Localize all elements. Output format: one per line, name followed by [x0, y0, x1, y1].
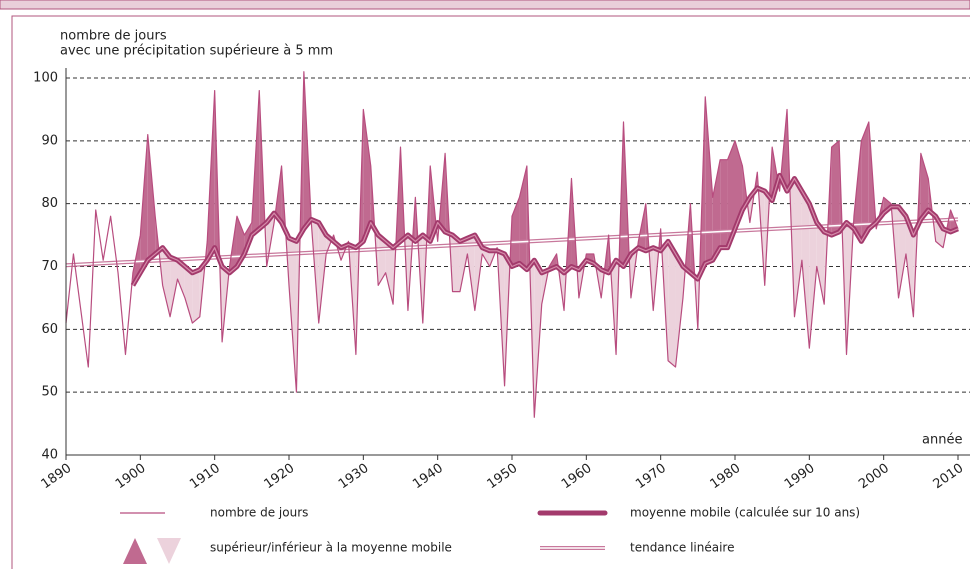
- x-tick-label: 1990: [782, 461, 818, 492]
- deviation-fill: [534, 260, 542, 418]
- moving-average-inner: [132, 174, 959, 286]
- x-tick-label: 2000: [856, 461, 892, 492]
- x-tick-label: 1950: [485, 461, 521, 492]
- x-tick-label: 2010: [931, 461, 967, 492]
- x-tick-label: 1930: [336, 461, 372, 492]
- y-tick-label: 60: [41, 322, 58, 337]
- y-tick-label: 50: [41, 385, 58, 400]
- deviation-fill: [170, 257, 178, 317]
- deviation-fill: [289, 238, 297, 393]
- deviation-fill: [809, 203, 817, 349]
- deviation-fill: [318, 222, 327, 324]
- deviation-fill: [467, 235, 475, 311]
- deviation-fill: [727, 140, 735, 248]
- deviation-fill: [512, 197, 520, 267]
- deviation-fill: [705, 96, 713, 264]
- deviation-fill: [192, 269, 200, 324]
- deviation-fill: [905, 216, 914, 317]
- deviation-fill: [735, 140, 743, 229]
- frame: [11, 15, 970, 569]
- y-title-2: avec une précipitation supérieure à 5 mm: [60, 44, 333, 59]
- x-title: année: [922, 433, 962, 448]
- deviation-fill: [794, 178, 802, 317]
- legend-label: nombre de jours: [210, 506, 308, 520]
- deviation-fill: [140, 134, 148, 273]
- deviation-fill: [147, 134, 156, 261]
- legend-below: [157, 538, 181, 564]
- y-tick-label: 100: [33, 71, 58, 86]
- x-tick-label: 1890: [39, 461, 75, 492]
- x-tick-label: 1960: [559, 461, 595, 492]
- y-tick-label: 40: [41, 448, 58, 463]
- legend-label: moyenne mobile (calculée sur 10 ans): [630, 506, 860, 520]
- legend-label: tendance linéaire: [630, 541, 734, 555]
- deviation-fill: [363, 109, 371, 242]
- x-tick-label: 1910: [187, 461, 223, 492]
- deviation-fill: [898, 206, 906, 298]
- deviation-fill: [861, 121, 869, 242]
- legend-above: [123, 538, 147, 564]
- x-tick-label: 1940: [410, 461, 446, 492]
- annual-line: [65, 71, 959, 418]
- y-title-1: nombre de jours: [60, 29, 167, 44]
- deviation-fill: [459, 238, 468, 292]
- deviation-fill: [675, 253, 683, 368]
- deviation-fill: [452, 235, 460, 292]
- y-tick-label: 70: [41, 259, 58, 274]
- deviation-fill: [720, 159, 728, 248]
- trend-line-inner: [65, 218, 959, 266]
- x-tick-label: 1970: [633, 461, 669, 492]
- deviation-fill: [474, 235, 483, 311]
- deviation-fill: [816, 222, 825, 305]
- deviation-fill: [393, 245, 396, 305]
- deviation-fill: [385, 241, 394, 305]
- top-band: [0, 0, 970, 10]
- deviation-fill: [162, 247, 171, 317]
- y-tick-label: 90: [41, 133, 58, 148]
- deviation-fill: [801, 191, 810, 349]
- deviation-fill: [668, 241, 676, 368]
- x-tick-label: 1920: [262, 461, 298, 492]
- x-tick-label: 1980: [708, 461, 744, 492]
- x-tick-label: 1900: [113, 461, 149, 492]
- deviation-fill: [712, 159, 721, 261]
- legend-label: supérieur/inférieur à la moyenne mobile: [210, 541, 452, 555]
- deviation-fill: [177, 260, 185, 298]
- y-tick-label: 80: [41, 196, 58, 211]
- deviation-fill: [920, 153, 929, 220]
- deviation-fill: [184, 266, 193, 324]
- deviation-fill: [831, 140, 840, 236]
- deviation-fill: [853, 140, 862, 242]
